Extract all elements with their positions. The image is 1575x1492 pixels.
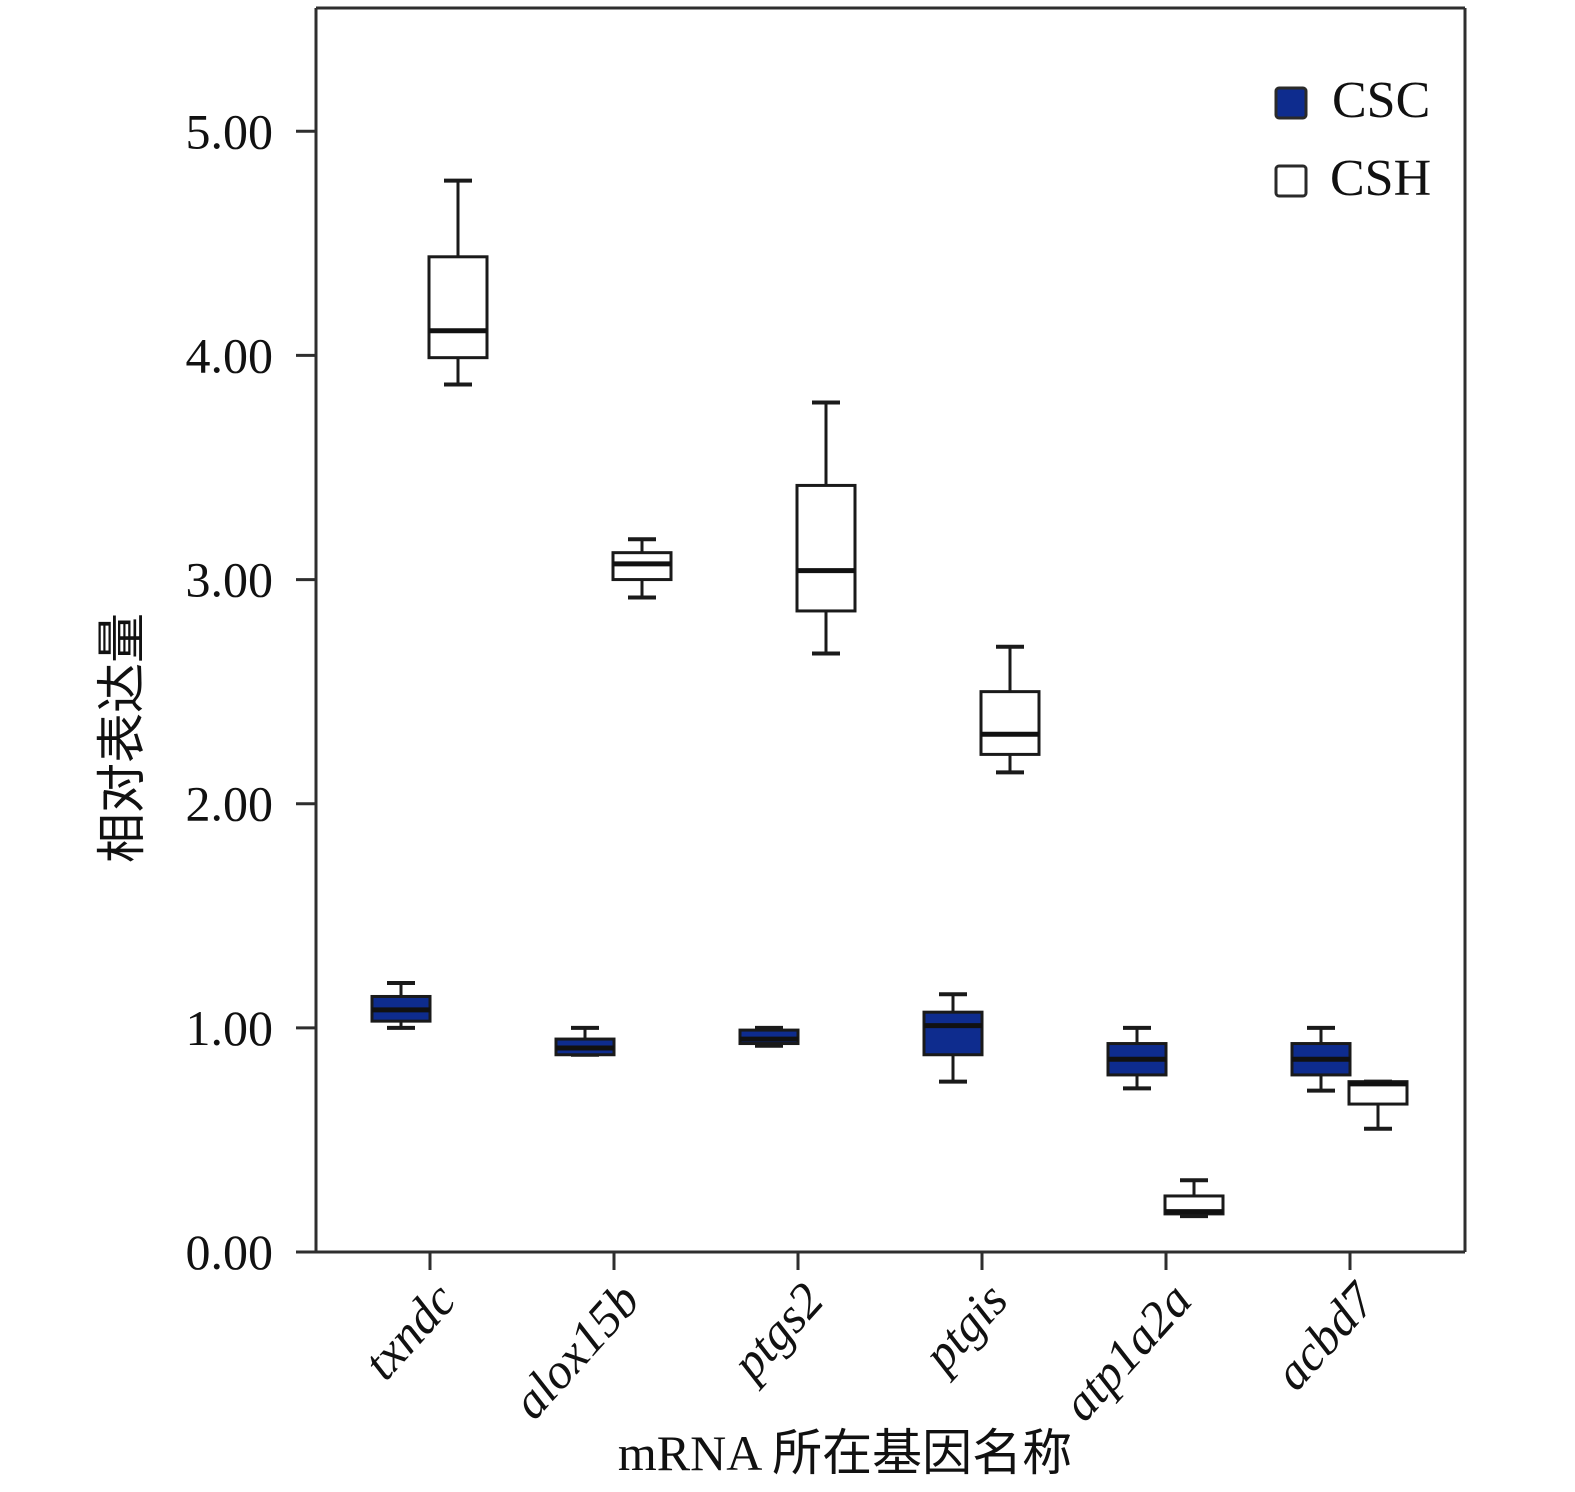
legend-label-csc: CSC <box>1332 72 1430 129</box>
box-csc-atp1a2a <box>1106 1025 1168 1091</box>
plot-frame <box>314 6 1467 1254</box>
legend-label-csh: CSH <box>1330 150 1431 207</box>
box-csc-acbd7 <box>1290 1025 1352 1093</box>
box-csh-atp1a2a <box>1163 1178 1225 1219</box>
box-csh-alox15b <box>611 537 673 600</box>
y-axis-label: 相对表达量 <box>94 613 150 863</box>
y-tick-label: 5.00 <box>186 103 274 159</box>
box-csh-ptgs2 <box>795 400 857 656</box>
x-tick-label: ptgis <box>909 1272 1018 1384</box>
box-iqr <box>922 1010 984 1057</box>
box-iqr <box>979 690 1041 756</box>
x-tick-label: txndc <box>352 1272 466 1390</box>
x-tick-label: atp1a2a <box>1051 1272 1202 1431</box>
box-csh-ptgis <box>979 644 1041 775</box>
y-tick-label: 0.00 <box>186 1224 274 1280</box>
box-csh-txndc <box>427 178 489 387</box>
x-axis-label: mRNA 所在基因名称 <box>618 1425 1072 1481</box>
x-axis-ticks: txndc alox15b ptgs2 ptgis atp1a2a acbd7 <box>352 1252 1388 1431</box>
box-series <box>370 178 1409 1219</box>
legend-swatch-csh <box>1274 164 1308 198</box>
legend-swatch-csc <box>1274 86 1308 120</box>
y-axis-ticks: 0.00 1.00 2.00 3.00 4.00 5.00 <box>186 103 316 1280</box>
y-tick-label: 2.00 <box>186 776 274 832</box>
box-csc-ptgis <box>922 992 984 1084</box>
x-tick-label: alox15b <box>501 1272 650 1429</box>
box-csc-ptgs2 <box>738 1025 800 1048</box>
y-tick-label: 3.00 <box>186 552 274 608</box>
box-csh-acbd7 <box>1347 1079 1409 1131</box>
y-tick-label: 4.00 <box>186 327 274 383</box>
box-csc-txndc <box>370 981 432 1030</box>
x-tick-label: acbd7 <box>1263 1270 1388 1400</box>
box-csc-alox15b <box>554 1025 616 1057</box>
y-tick-label: 1.00 <box>186 1000 274 1056</box>
box-iqr <box>795 483 857 613</box>
x-tick-label: ptgs2 <box>718 1272 834 1392</box>
box-iqr <box>427 255 489 360</box>
legend: CSC CSH <box>1274 72 1431 207</box>
